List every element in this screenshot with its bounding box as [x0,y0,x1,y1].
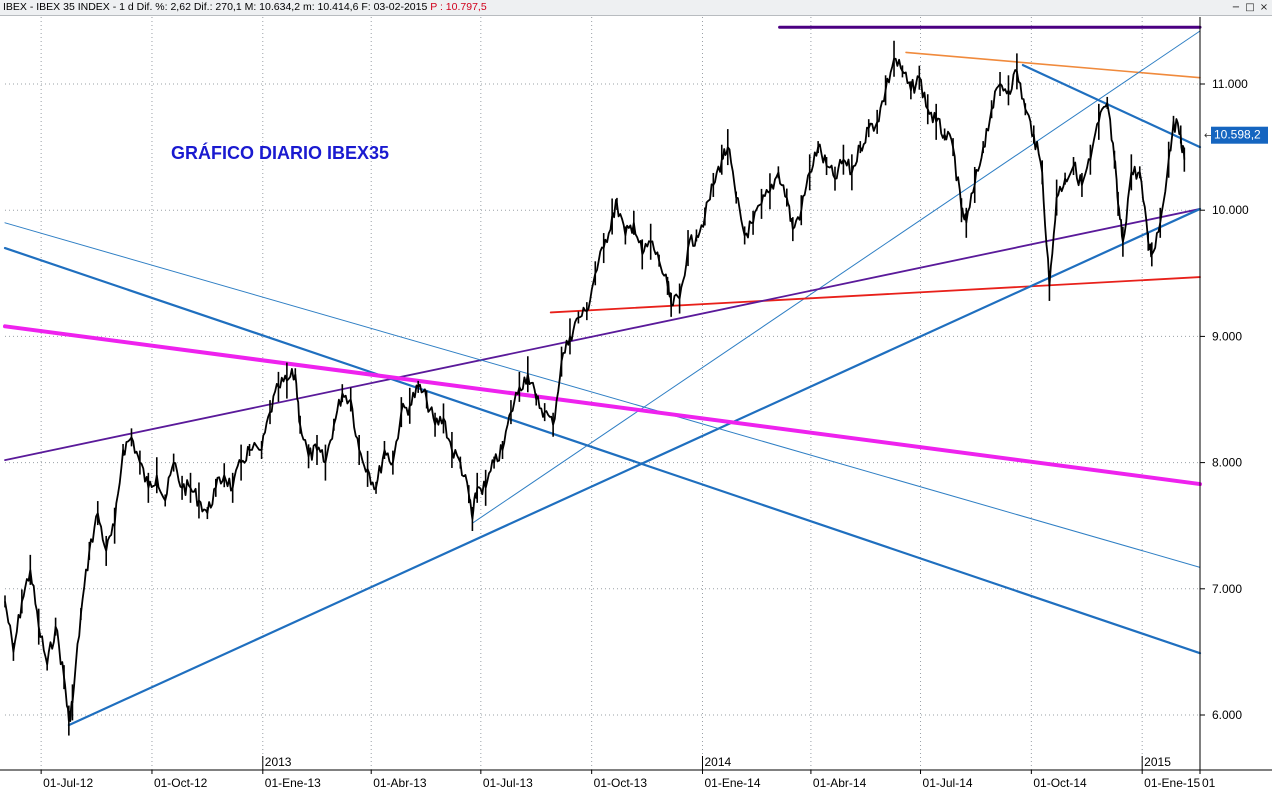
x-tick-label: 01-Oct-12 [154,776,208,790]
grid [5,17,1201,770]
year-label: 2014 [704,755,731,769]
y-tick-label: 6.000 [1212,708,1242,722]
trendline [67,207,1202,727]
last-price-arrow-icon: ← [1204,131,1212,142]
instrument-info: IBEX - IBEX 35 INDEX - 1 d Dif. %: 2,62 … [3,1,428,13]
x-tick-label: 01-Jul-14 [923,776,973,790]
trendline [4,208,1201,461]
x-tick-label: 01-Ene-15 [1144,776,1200,790]
chart-title: GRÁFICO DIARIO IBEX35 [171,142,389,163]
x-tick-label: 01 [1202,776,1216,790]
x-tick-label: 01-Jul-12 [43,776,93,790]
year-label: 2015 [1144,755,1171,769]
trendline [4,222,1201,568]
maximize-icon[interactable]: □ [1245,2,1255,13]
x-tick-label: 01-Ene-13 [265,776,321,790]
trendline [3,246,1202,655]
trendline [3,324,1202,487]
x-tick-label: 01-Oct-14 [1033,776,1087,790]
y-tick-label: 8.000 [1212,456,1242,470]
window-title-bar: IBEX - IBEX 35 INDEX - 1 d Dif. %: 2,62 … [0,0,1272,16]
y-tick-label: 11.000 [1212,77,1248,91]
x-tick-label: 01-Ene-14 [704,776,760,790]
window-info: IBEX - IBEX 35 INDEX - 1 d Dif. %: 2,62 … [3,1,487,13]
last-price-label: 10.598,2 [1214,128,1261,142]
axes: 01-Jul-12 01-Oct-12 01-Ene-13 01-Abr-13 01-J… [0,17,1272,790]
y-tick-label: 10.000 [1212,203,1249,217]
x-tick-label: 01-Abr-14 [813,776,867,790]
close-icon[interactable]: × [1259,2,1269,13]
price-line [4,57,1186,722]
y-tick-label: 7.000 [1212,582,1242,596]
trendline [905,51,1201,79]
x-tick-label: 01-Jul-13 [483,776,533,790]
trendline [471,30,1201,524]
minimize-icon[interactable]: − [1231,2,1241,13]
x-tick-label: 01-Abr-13 [373,776,427,790]
trendline [549,276,1201,314]
price-series [4,40,1186,736]
last-price-box [1211,126,1268,144]
trendline [1021,63,1202,149]
current-price: P : 10.797,5 [430,1,487,13]
year-label: 2013 [265,755,292,769]
trendlines [3,25,1202,727]
x-tick-label: 01-Oct-13 [594,776,648,790]
y-tick-label: 9.000 [1212,329,1242,343]
